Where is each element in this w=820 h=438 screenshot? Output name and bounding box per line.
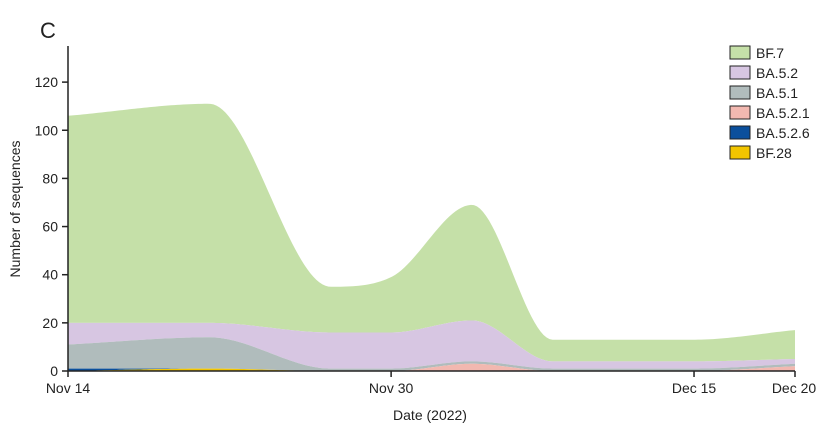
panel-label: C [40, 18, 56, 43]
legend-swatch [729, 105, 751, 120]
x-tick-label: Dec 15 [672, 380, 717, 396]
stacked-areas [68, 103, 795, 371]
legend: BF.7 BA.5.2 BA.5.1 BA.5.2.1 BA.5.2.6 BF.28 [729, 45, 810, 161]
x-axis-ticks: Nov 14 Nov 30 Dec 15 Dec 20 [46, 371, 817, 396]
legend-label: BF.28 [756, 145, 792, 161]
area-ba-5-2-1 [68, 363, 795, 371]
y-tick-label: 120 [35, 74, 59, 90]
y-axis-label: Number of sequences [7, 141, 23, 278]
legend-swatch [729, 65, 751, 80]
y-axis-ticks: 0 20 40 60 80 100 120 [35, 74, 68, 379]
y-tick-label: 60 [42, 219, 58, 235]
legend-label: BA.5.2 [756, 65, 798, 81]
area-ba-5-2 [68, 320, 795, 369]
legend-swatch [729, 45, 751, 60]
legend-label: BA.5.2.1 [756, 105, 810, 121]
legend-swatch [729, 85, 751, 100]
y-tick-label: 40 [42, 267, 58, 283]
legend-label: BA.5.2.6 [756, 125, 810, 141]
area-bf-7 [68, 103, 795, 362]
x-tick-label: Dec 20 [772, 380, 817, 396]
x-tick-label: Nov 30 [369, 380, 414, 396]
y-tick-label: 20 [42, 315, 58, 331]
area-ba-5-1 [68, 337, 795, 371]
y-tick-label: 100 [35, 122, 59, 138]
x-tick-label: Nov 14 [46, 380, 91, 396]
x-axis-label: Date (2022) [393, 407, 467, 423]
legend-swatch [729, 125, 751, 140]
y-tick-label: 0 [50, 363, 58, 379]
area-ba-5-2-6 [68, 368, 795, 371]
y-tick-label: 80 [42, 170, 58, 186]
legend-swatch [729, 145, 751, 160]
legend-label: BA.5.1 [756, 85, 798, 101]
legend-label: BF.7 [756, 45, 784, 61]
